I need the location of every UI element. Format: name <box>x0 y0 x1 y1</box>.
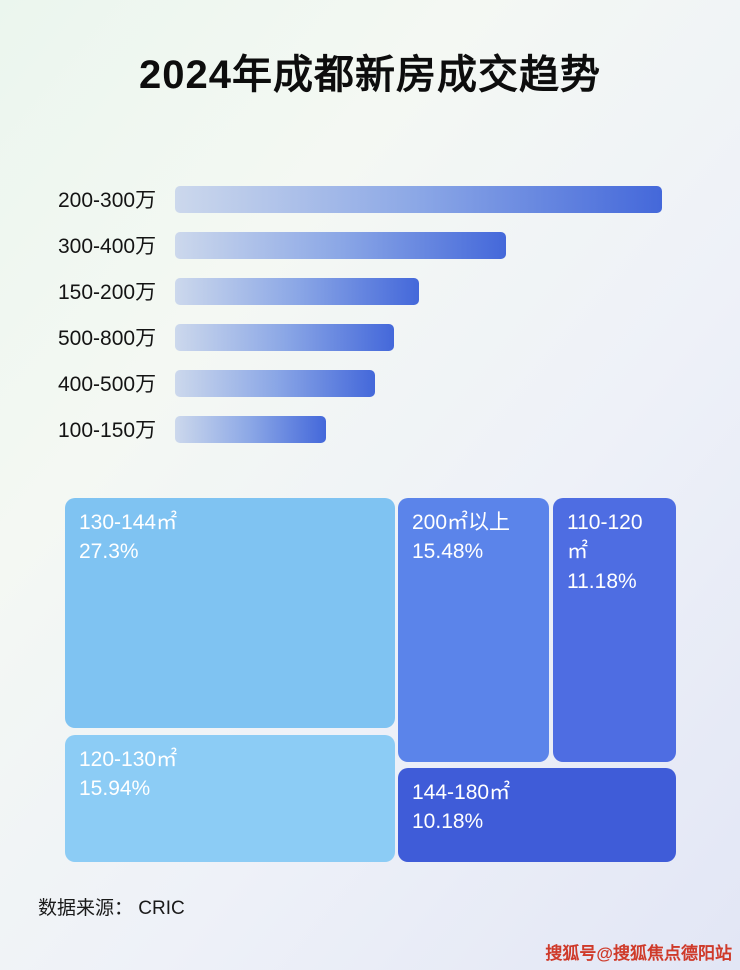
page-title: 2024年成都新房成交趋势 <box>139 53 601 97</box>
tile-label: 200㎡以上 <box>412 511 511 534</box>
treemap-tile: 130-144㎡ 27.3% <box>65 498 395 728</box>
tile-share: 15.48% <box>412 540 484 564</box>
tile-label: 130-144㎡ <box>79 511 178 534</box>
tile-label: 110-120㎡ <box>567 511 643 564</box>
bar-category-label: 400-500万 <box>58 373 157 396</box>
bar-row: 150-200万 <box>58 268 683 314</box>
bar-row: 400-500万 <box>58 360 683 406</box>
treemap-tile: 120-130㎡ 15.94% <box>65 735 395 862</box>
bar <box>175 185 662 213</box>
bar-row: 500-800万 <box>58 314 683 360</box>
bar-category-label: 200-300万 <box>58 189 157 212</box>
bar-category-label: 500-800万 <box>58 327 157 350</box>
data-source-note: 数据来源： CRIC <box>38 898 185 919</box>
bar <box>175 277 419 305</box>
bar-row: 100-150万 <box>58 406 683 452</box>
treemap-tile: 144-180㎡ 10.18% <box>398 768 676 862</box>
price-band-bar-chart: 200-300万 300-400万 150-200万 500-800万 400-… <box>58 176 683 452</box>
watermark-text: 搜狐号@搜狐焦点德阳站 <box>545 944 732 963</box>
bar-category-label: 150-200万 <box>58 281 157 304</box>
bar-category-label: 300-400万 <box>58 235 157 258</box>
bar-track <box>175 185 662 213</box>
tile-label: 120-130㎡ <box>79 748 178 771</box>
bar-track <box>175 277 662 305</box>
bar-row: 300-400万 <box>58 222 683 268</box>
tile-share: 11.18% <box>567 569 637 593</box>
bar-track <box>175 231 662 259</box>
treemap-tile: 200㎡以上 15.48% <box>398 498 549 762</box>
tile-share: 27.3% <box>79 540 139 564</box>
bar <box>175 231 507 259</box>
tile-label: 144-180㎡ <box>412 781 511 804</box>
bar <box>175 369 375 397</box>
bar-row: 200-300万 <box>58 176 683 222</box>
tile-share: 15.94% <box>79 777 151 801</box>
bar-track <box>175 415 662 443</box>
tile-share: 10.18% <box>412 810 484 834</box>
unit-size-treemap: 130-144㎡ 27.3% 120-130㎡ 15.94% 200㎡以上 15… <box>65 498 676 862</box>
treemap-tile: 110-120㎡ 11.18% <box>553 498 676 762</box>
bar-category-label: 100-150万 <box>58 419 157 442</box>
bar-track <box>175 323 662 351</box>
bar <box>175 415 326 443</box>
bar-track <box>175 369 662 397</box>
bar <box>175 323 395 351</box>
